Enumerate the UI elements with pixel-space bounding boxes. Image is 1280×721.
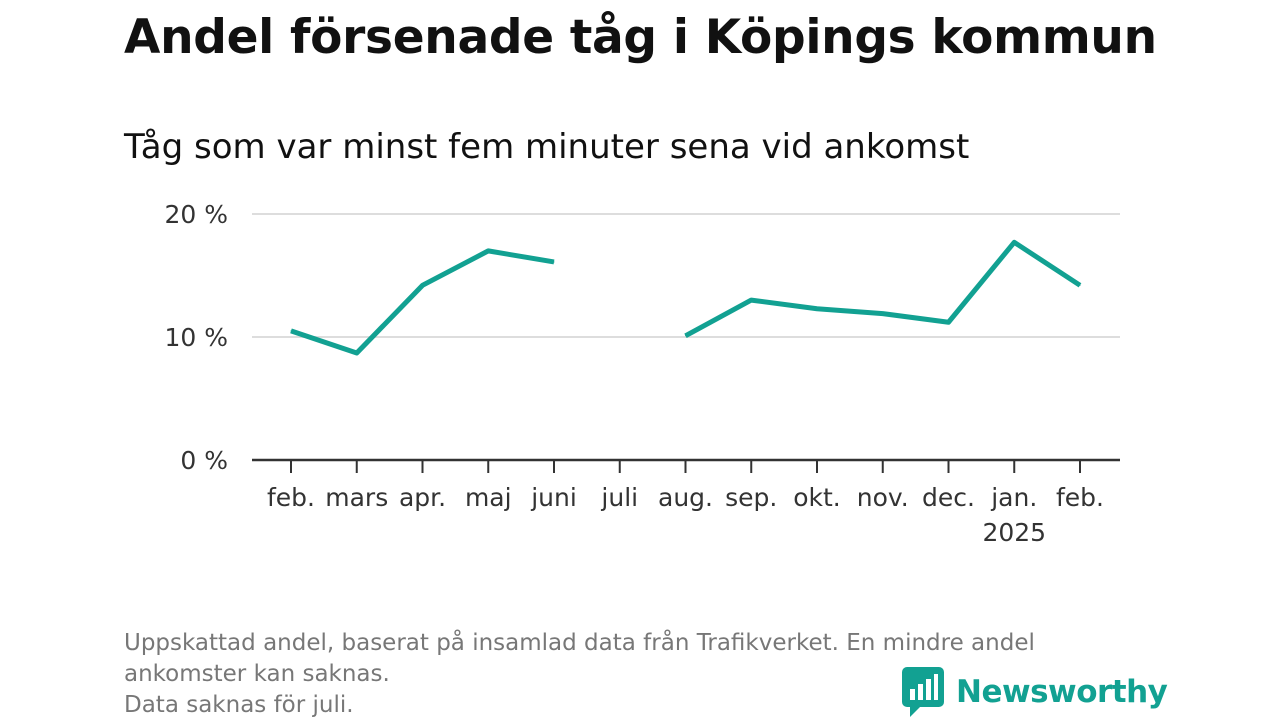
grid-lines — [252, 213, 1120, 338]
series-lines — [290, 239, 1082, 356]
data-point — [422, 284, 423, 286]
x-tick-label: okt. — [793, 483, 841, 512]
x-tick-label: juni — [530, 483, 577, 512]
data-point — [290, 330, 292, 332]
data-point — [750, 299, 752, 301]
chart-subtitle: Tåg som var minst fem minuter sena vid a… — [124, 127, 970, 167]
footnote: Uppskattad andel, baserat på insamlad da… — [124, 628, 1154, 721]
footnote-line: ankomster kan saknas. — [124, 661, 390, 687]
x-tick-label: mars — [325, 483, 388, 512]
x-axis — [252, 458, 1120, 473]
footnote-line: Uppskattad andel, baserat på insamlad da… — [124, 630, 1035, 656]
data-point — [1079, 284, 1081, 286]
x-tick-label: aug. — [658, 483, 713, 512]
series-line — [684, 239, 1082, 338]
data-point — [882, 313, 884, 315]
data-point — [948, 321, 949, 323]
tick-labels: 0 % 10 % 20 % feb. mars apr. maj juni juli aug. se… — [164, 200, 1104, 547]
x-tick-label: feb. — [1056, 483, 1104, 512]
footnote-line: Data saknas för juli. — [124, 692, 354, 718]
y-tick-label: 10 % — [164, 323, 228, 352]
x-tick-label: maj — [465, 483, 512, 512]
x-tick-label: dec. — [922, 483, 975, 512]
x-tick-label: feb. — [267, 483, 315, 512]
line-chart: 0 % 10 % 20 % feb. mars apr. maj juni juli aug. se… — [164, 200, 1120, 547]
y-tick-label: 20 % — [164, 200, 228, 229]
bar-chart-speech-bubble-icon — [902, 667, 944, 717]
x-tick-label: nov. — [857, 483, 909, 512]
y-tick-label: 0 % — [180, 446, 228, 475]
data-point — [1013, 241, 1015, 243]
data-point — [816, 308, 818, 310]
chart-title: Andel försenade tåg i Köpings kommun — [124, 10, 1157, 65]
data-point — [685, 335, 686, 337]
x-tick-label: apr. — [399, 483, 446, 512]
data-point — [487, 250, 489, 252]
data-point — [553, 261, 555, 263]
data-point — [356, 352, 358, 354]
x-tick-label: sep. — [725, 483, 777, 512]
x-tick-label: juli — [600, 483, 638, 512]
x-tick-label: jan. — [990, 483, 1037, 512]
logo-text: Newsworthy — [956, 674, 1168, 710]
newsworthy-logo: Newsworthy — [902, 667, 1168, 717]
x-tick-sublabel: 2025 — [982, 518, 1046, 547]
